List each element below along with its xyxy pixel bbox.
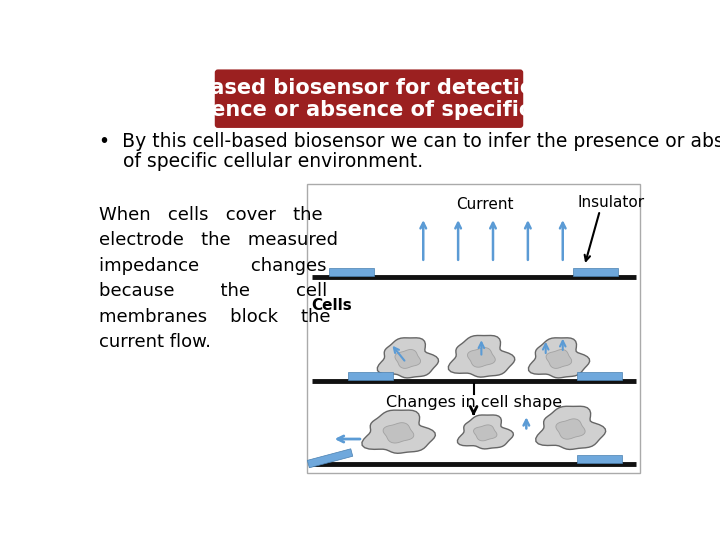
Polygon shape: [546, 349, 572, 368]
Bar: [577, 455, 622, 463]
Polygon shape: [528, 338, 590, 378]
Text: Insulator: Insulator: [577, 195, 644, 210]
Text: •  By this cell-based biosensor we can to infer the presence or absence: • By this cell-based biosensor we can to…: [99, 132, 720, 151]
Polygon shape: [457, 415, 513, 449]
Text: Cell-based biosensor for detection the: Cell-based biosensor for detection the: [143, 78, 595, 98]
Polygon shape: [536, 406, 606, 449]
Polygon shape: [362, 410, 436, 453]
Bar: [573, 268, 618, 276]
Text: membranes    block    the: membranes block the: [99, 308, 330, 326]
Polygon shape: [467, 348, 495, 367]
Bar: [577, 372, 622, 380]
Text: Current: Current: [456, 197, 514, 212]
Bar: [330, 268, 374, 276]
Polygon shape: [474, 425, 497, 441]
Text: impedance         changes: impedance changes: [99, 256, 327, 275]
Text: current flow.: current flow.: [99, 333, 211, 351]
Text: of specific cellular environment.: of specific cellular environment.: [99, 152, 423, 171]
Bar: [307, 449, 353, 468]
Text: When   cells   cover   the: When cells cover the: [99, 206, 323, 224]
Text: presence or absence of specific cell: presence or absence of specific cell: [159, 100, 579, 120]
Polygon shape: [383, 423, 414, 443]
FancyBboxPatch shape: [307, 184, 640, 473]
FancyBboxPatch shape: [215, 70, 523, 128]
Text: Cells: Cells: [312, 298, 352, 313]
Text: Changes in cell shape: Changes in cell shape: [386, 395, 562, 409]
Polygon shape: [556, 419, 585, 439]
Text: because        the        cell: because the cell: [99, 282, 328, 300]
Polygon shape: [395, 349, 420, 368]
Bar: [348, 372, 393, 380]
Polygon shape: [449, 335, 515, 377]
Polygon shape: [377, 338, 438, 378]
Text: electrode   the   measured: electrode the measured: [99, 231, 338, 249]
